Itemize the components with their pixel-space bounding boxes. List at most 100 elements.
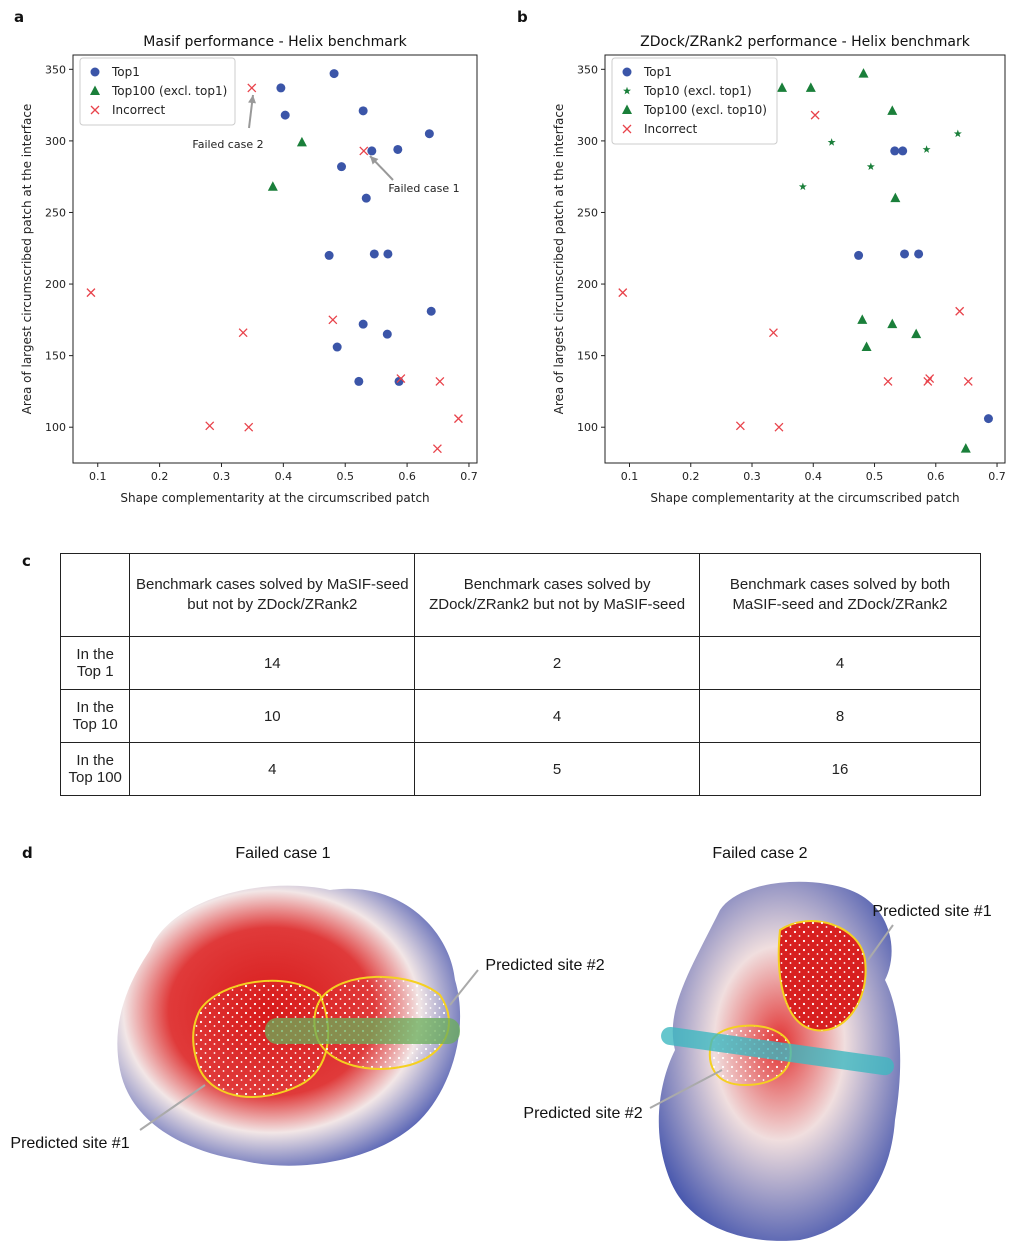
cell: 8 [699,690,980,743]
y-tick-label: 350 [45,63,66,76]
point [248,84,256,92]
y-tick-label: 100 [45,421,66,434]
point [268,181,278,191]
point [956,307,964,315]
point [911,329,921,339]
y-tick-label: 300 [577,135,598,148]
site-label: Predicted site #1 [872,903,991,920]
legend-label: Incorrect [112,103,165,117]
legend-symbol [623,68,632,77]
x-tick-label: 0.3 [213,470,231,483]
point [359,106,368,115]
annotation: Failed case 2 [192,138,263,151]
x-tick-label: 0.2 [151,470,169,483]
x-tick-label: 0.5 [866,470,884,483]
point [330,69,339,78]
header-cell: Benchmark cases solved by both MaSIF-see… [699,554,980,637]
point [359,320,368,329]
x-tick-label: 0.7 [460,470,478,483]
row-label: In the Top 1 [61,637,130,690]
x-tick-label: 0.6 [927,470,945,483]
point [383,330,392,339]
cell: 16 [699,743,980,796]
y-axis-label: Area of largest circumscribed patch at t… [20,104,34,415]
y-tick-label: 200 [45,278,66,291]
point [325,251,334,260]
point [395,377,404,386]
point [245,423,253,431]
y-tick-label: 250 [45,206,66,219]
header-cell: Benchmark cases solved by MaSIF-seed but… [130,554,415,637]
panel-label: d [22,844,33,862]
point [867,162,875,170]
y-tick-label: 200 [577,278,598,291]
panel-c-label: c [0,540,60,580]
point [858,68,868,78]
point [914,249,923,258]
y-tick-label: 100 [577,421,598,434]
point [619,289,627,297]
point [427,307,436,316]
point [854,251,863,260]
case-title: Failed case 1 [235,845,330,862]
point [777,82,787,92]
panel-label: a [14,8,24,26]
point [370,249,379,258]
point [961,443,971,453]
y-tick-label: 150 [577,350,598,363]
chart-title: Masif performance - Helix benchmark [143,34,407,50]
point [281,111,290,120]
case-title: Failed case 2 [712,845,807,862]
legend-label: Top100 (excl. top10) [643,103,767,117]
legend-label: Top10 (excl. top1) [643,84,752,98]
legend-symbol [91,68,100,77]
y-axis-label: Area of largest circumscribed patch at t… [552,104,566,415]
panel-label: c [22,552,31,570]
y-tick-label: 350 [577,63,598,76]
point [769,329,777,337]
point [276,83,285,92]
page: a b Masif performance - Helix benchmarkS… [0,0,1011,1255]
y-tick-label: 300 [45,135,66,148]
header-cell: Benchmark cases solved by ZDock/ZRank2 b… [415,554,700,637]
point [828,138,836,146]
point [206,422,214,430]
panel-d: d Failed case 1 Failed case 2 Predicted … [0,830,1011,1255]
point [367,146,376,155]
point [297,137,307,147]
x-tick-label: 0.3 [743,470,761,483]
charts: a b Masif performance - Helix benchmarkS… [0,0,1011,520]
point [736,422,744,430]
y-tick-label: 250 [577,206,598,219]
annotation: Failed case 1 [388,182,459,195]
cell: 10 [130,690,415,743]
point [923,145,931,153]
point [362,194,371,203]
site-label: Predicted site #2 [523,1105,642,1122]
legend-label: Top1 [111,65,140,79]
point [799,183,807,191]
point [862,342,872,352]
point [811,111,819,119]
row-label: In the Top 100 [61,743,130,796]
point [806,82,816,92]
point [239,329,247,337]
row-label: In the Top 10 [61,690,130,743]
cell: 14 [130,637,415,690]
point [360,147,368,155]
legend-label: Incorrect [644,122,697,136]
point [383,249,392,258]
point [984,414,993,423]
x-tick-label: 0.4 [275,470,293,483]
x-tick-label: 0.7 [988,470,1006,483]
point [454,415,462,423]
point [884,377,892,385]
results-table: Benchmark cases solved by MaSIF-seed but… [60,553,981,796]
corner-cell [61,554,130,637]
site-label: Predicted site #1 [10,1135,129,1152]
cell: 2 [415,637,700,690]
point [890,193,900,203]
cell: 5 [415,743,700,796]
point [926,375,934,383]
x-tick-label: 0.1 [621,470,639,483]
